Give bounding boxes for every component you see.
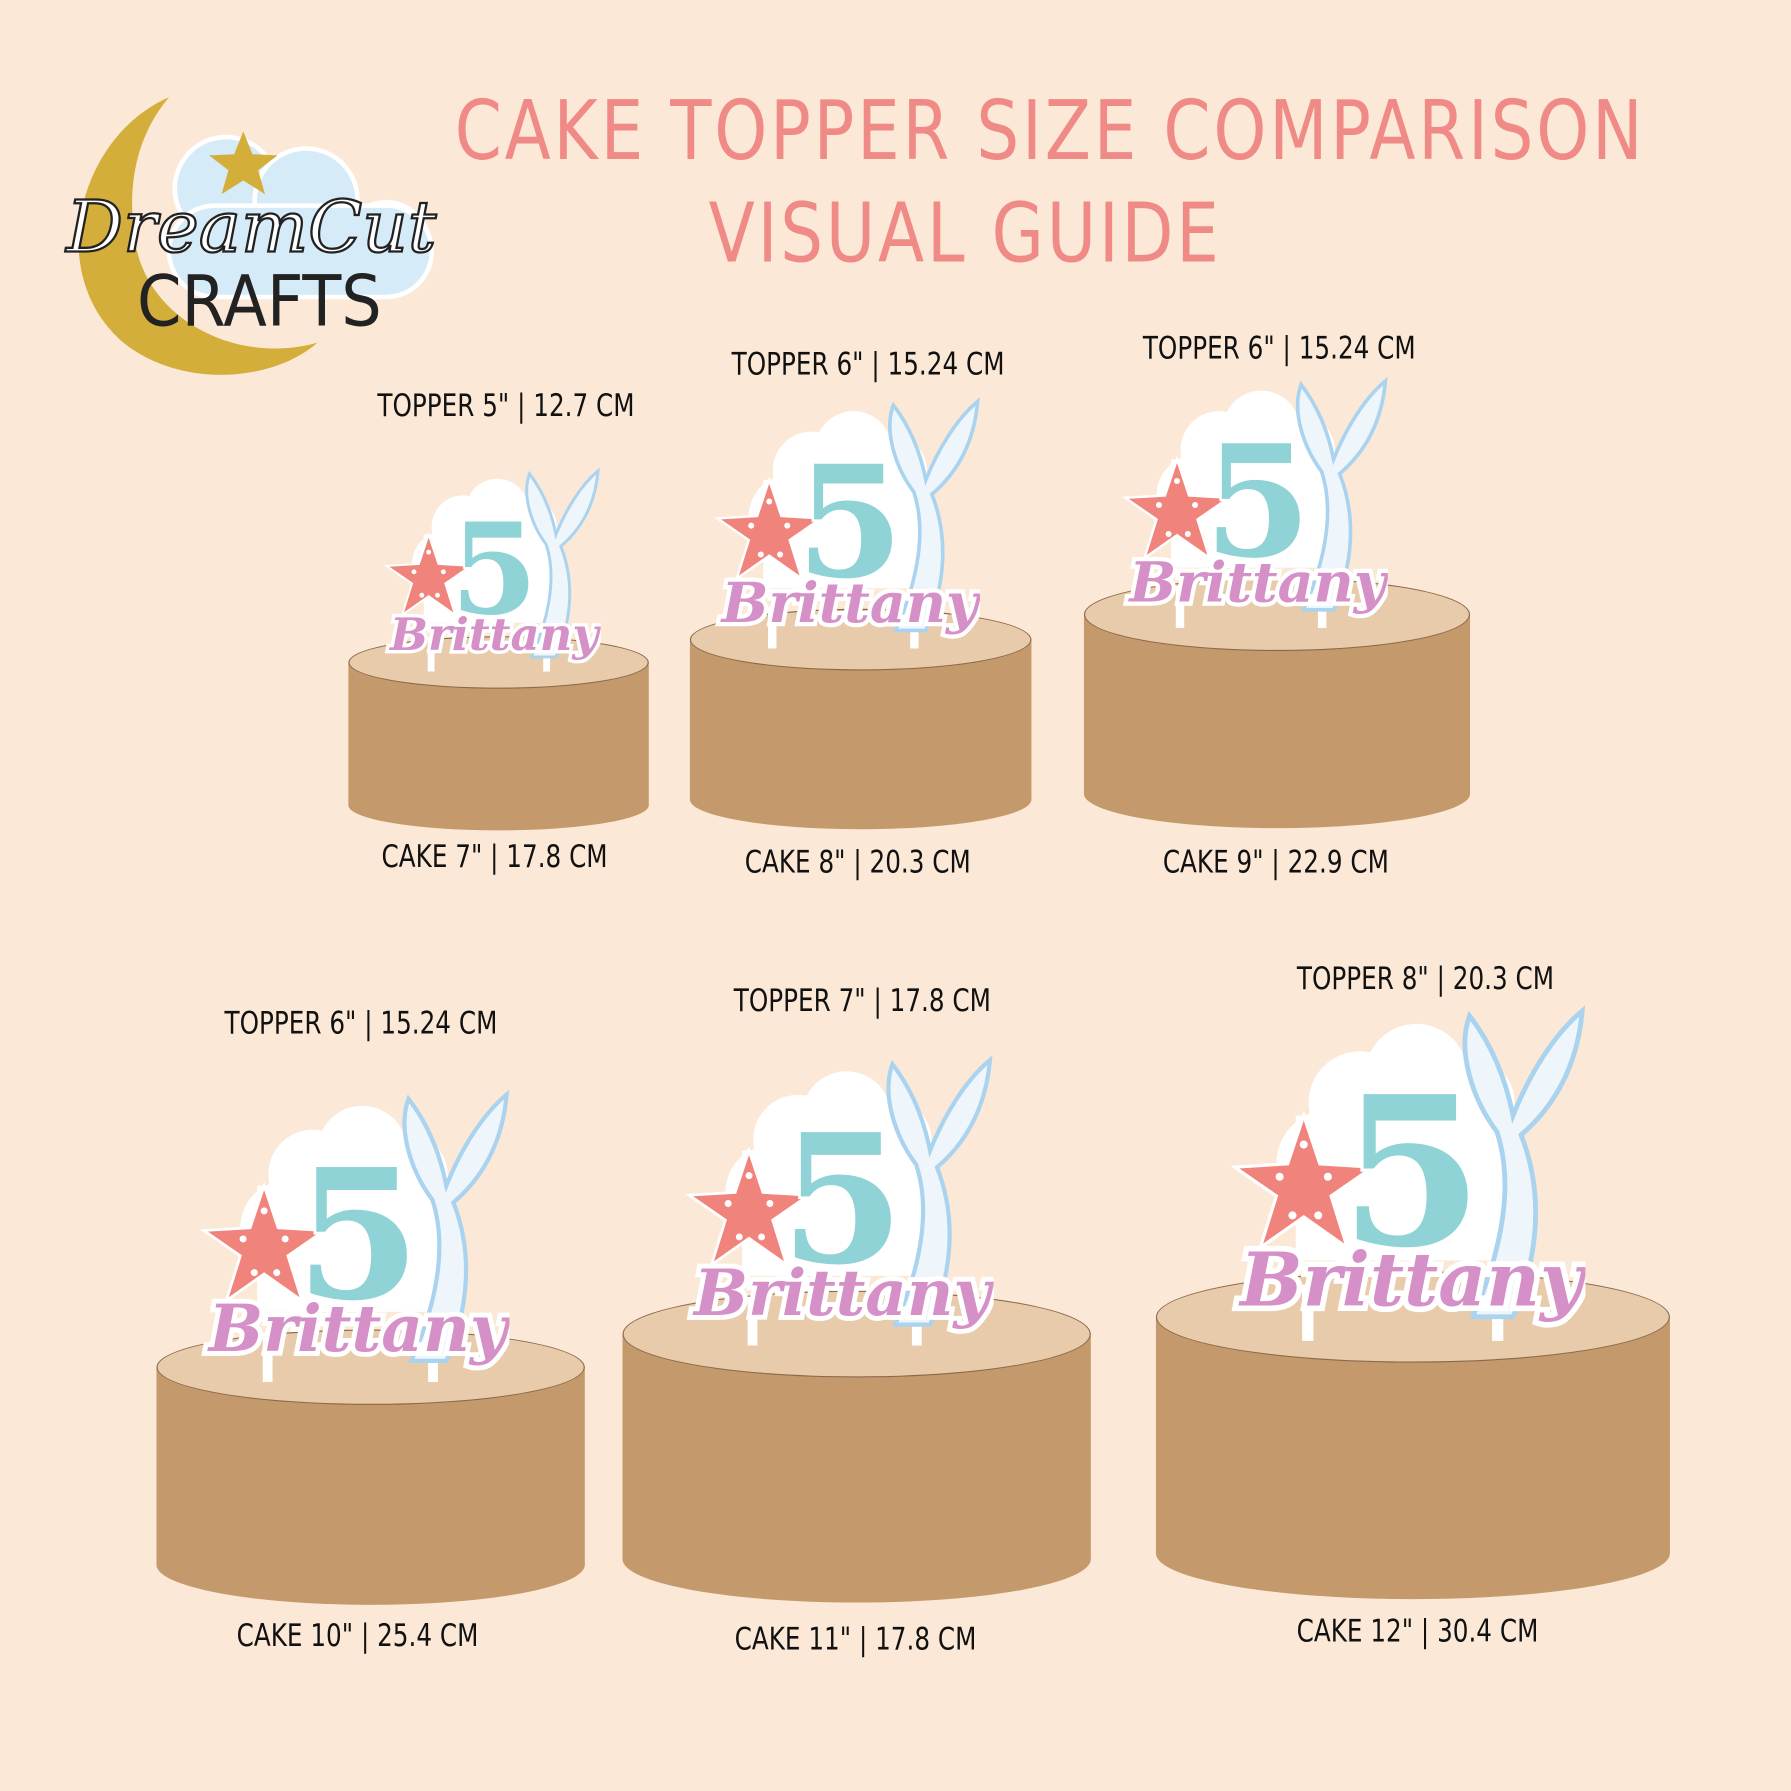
topper-stick xyxy=(427,637,435,672)
page-title-line2: VISUAL GUIDE xyxy=(708,185,1222,281)
topper-number: 5 xyxy=(296,1131,421,1341)
topper-number: 5 xyxy=(796,432,903,613)
topper-size-label: TOPPER 7" | 17.8 CM xyxy=(733,983,991,1019)
topper-stick xyxy=(768,606,777,649)
starfish-icon xyxy=(199,1181,329,1305)
topper-number: 5 xyxy=(780,1096,904,1305)
cake-size-label: CAKE 8" | 20.3 CM xyxy=(744,845,971,881)
cake-topper-6: 5 Brittany xyxy=(1229,1003,1594,1341)
starfish-icon xyxy=(713,476,825,582)
topper-number: 5 xyxy=(1204,412,1311,593)
page-title-line1: CAKE TOPPER SIZE COMPARISON xyxy=(454,82,1646,179)
topper-number: 5 xyxy=(1340,1051,1483,1293)
cake-topper-2: 5 Brittany xyxy=(713,395,986,649)
mermaid-tail-icon xyxy=(886,1055,993,1327)
cake-size-label: CAKE 10" | 25.4 CM xyxy=(236,1618,479,1654)
topper-stick xyxy=(262,1332,273,1382)
cake-1 xyxy=(348,636,649,831)
cake-size-label: CAKE 7" | 17.8 CM xyxy=(381,839,608,875)
topper-size-label: TOPPER 6" | 15.24 CM xyxy=(1142,331,1416,367)
topper-size-label: TOPPER 8" | 20.3 CM xyxy=(1296,961,1555,998)
topper-name: Brittany xyxy=(388,608,601,661)
cake-topper-4: 5 Brittany xyxy=(199,1087,517,1382)
topper-size-label: TOPPER 6" | 15.24 CM xyxy=(224,1006,498,1042)
mermaid-tail-icon xyxy=(1295,376,1388,612)
topper-number: 5 xyxy=(451,495,538,643)
mermaid-tail-icon xyxy=(1462,1005,1586,1320)
cake-5 xyxy=(622,1290,1091,1603)
topper-name: Brittany xyxy=(207,1291,510,1367)
logo-crafts-text: CRAFTS xyxy=(137,259,382,342)
logo-script-text: DreamCut xyxy=(64,185,437,268)
starfish-icon xyxy=(685,1146,814,1269)
cake-4 xyxy=(156,1329,585,1605)
cake-size-label: CAKE 11" | 17.8 CM xyxy=(734,1621,977,1658)
cake-top xyxy=(348,636,649,689)
topper-name: Brittany xyxy=(1238,1237,1585,1324)
cake-6 xyxy=(1155,1271,1670,1600)
topper-name: Brittany xyxy=(692,1256,994,1331)
topper-size-label: TOPPER 6" | 15.24 CM xyxy=(731,347,1005,383)
cake-topper-1: 5 Brittany xyxy=(383,466,605,672)
cake-top xyxy=(1083,577,1471,652)
cake-top xyxy=(689,608,1032,671)
topper-size-label: TOPPER 5" | 12.7 CM xyxy=(377,388,635,424)
mermaid-tail-icon xyxy=(402,1089,510,1364)
cake-3 xyxy=(1083,577,1471,829)
cake-topper-5: 5 Brittany xyxy=(685,1053,999,1346)
cake-top xyxy=(622,1290,1091,1378)
topper-stick xyxy=(1175,585,1185,628)
topper-name: Brittany xyxy=(1127,550,1387,615)
starfish-icon xyxy=(1121,455,1233,562)
topper-stick xyxy=(747,1296,758,1346)
cake-2 xyxy=(689,608,1032,830)
mermaid-tail-icon xyxy=(525,467,600,659)
cake-top xyxy=(1155,1271,1670,1363)
topper-name: Brittany xyxy=(720,571,980,636)
topper-stick xyxy=(1302,1284,1314,1341)
mermaid-tail-icon xyxy=(888,397,980,633)
cake-top xyxy=(156,1329,585,1405)
cake-size-label: CAKE 12" | 30.4 CM xyxy=(1296,1613,1539,1650)
cake-topper-3: 5 Brittany xyxy=(1121,375,1394,629)
starfish-icon xyxy=(1229,1110,1378,1252)
cake-size-label: CAKE 9" | 22.9 CM xyxy=(1162,845,1389,881)
starfish-icon xyxy=(383,531,474,618)
dreamcut-crafts-logo: DreamCut CRAFTS xyxy=(63,97,438,375)
